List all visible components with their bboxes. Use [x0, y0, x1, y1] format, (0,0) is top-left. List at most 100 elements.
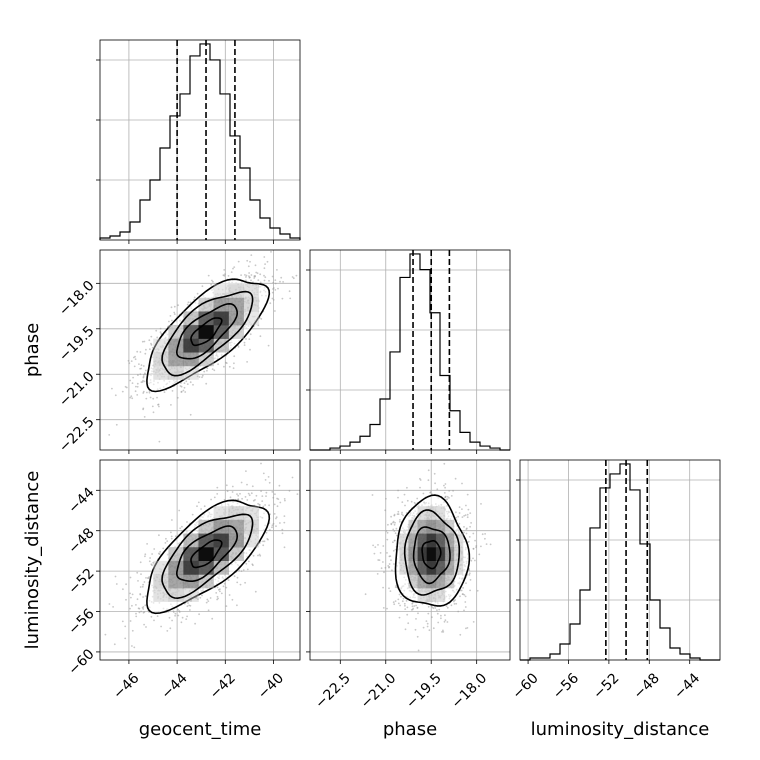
scatter-point	[465, 582, 467, 585]
axes-frame	[99, 39, 301, 241]
scatter-point	[232, 267, 234, 270]
scatter-point	[140, 381, 143, 384]
scatter-point	[142, 596, 145, 598]
scatter-point	[199, 596, 202, 599]
scatter-point	[172, 610, 175, 613]
density-cell	[243, 519, 260, 534]
scatter-point	[121, 390, 124, 393]
scatter-point	[142, 365, 145, 367]
scatter-point	[205, 382, 208, 385]
scatter-point	[130, 360, 133, 362]
scatter-point	[397, 496, 399, 499]
scatter-point	[170, 535, 173, 538]
scatter-point	[187, 602, 189, 604]
scatter-point	[186, 605, 189, 608]
scatter-point	[150, 344, 153, 346]
scatter-point	[246, 259, 249, 262]
scatter-point	[240, 274, 243, 276]
scatter-point	[410, 500, 413, 503]
scatter-point	[401, 511, 403, 514]
scatter-point	[142, 379, 144, 382]
scatter-point	[170, 404, 172, 406]
density-cell	[168, 560, 184, 575]
scatter-point	[406, 606, 409, 609]
scatter-point	[281, 297, 284, 300]
scatter-point	[302, 260, 304, 262]
scatter-point	[247, 492, 250, 495]
scatter-point	[489, 543, 492, 546]
density-cell	[213, 506, 229, 521]
scatter-point	[463, 515, 465, 517]
scatter-point	[444, 496, 447, 498]
scatter-point	[173, 305, 176, 308]
scatter-point	[246, 568, 249, 571]
scatter-point	[223, 582, 226, 585]
scatter-point	[196, 375, 199, 378]
scatter-point	[138, 611, 141, 614]
scatter-point	[388, 563, 391, 565]
scatter-point	[212, 280, 214, 283]
histogram-panel-luminosity_distance: −60 −56 −52 −48 −44	[509, 459, 721, 703]
y-tick-label: −52	[65, 565, 97, 597]
scatter-point	[243, 341, 246, 344]
scatter-point	[136, 394, 139, 396]
scatter-point	[229, 496, 232, 499]
scatter-point	[183, 386, 186, 389]
scatter-point	[454, 477, 457, 480]
scatter-point	[255, 271, 258, 274]
scatter-point	[186, 383, 189, 385]
scatter-point	[127, 359, 130, 362]
x-tick-label: −42	[207, 670, 239, 702]
scatter-point	[226, 490, 229, 493]
scatter-point	[399, 604, 401, 607]
scatter-point	[465, 504, 467, 507]
scatter-point	[170, 531, 172, 534]
scatter-point	[189, 381, 192, 384]
density-cell	[198, 311, 214, 326]
scatter-point	[257, 502, 259, 505]
scatter-point	[250, 274, 253, 276]
density-cell	[168, 574, 184, 589]
scatter-point	[436, 609, 438, 611]
scatter-point	[137, 580, 139, 582]
scatter-point	[255, 234, 257, 236]
x-tick-label: −40	[255, 670, 287, 702]
density-content	[108, 234, 304, 443]
scatter-point	[137, 374, 139, 376]
scatter-point	[216, 486, 219, 489]
scatter-point	[419, 486, 421, 489]
scatter-point	[288, 290, 291, 293]
scatter-point	[165, 537, 167, 540]
scatter-point	[405, 600, 408, 602]
density-cell	[153, 365, 169, 380]
scatter-point	[174, 612, 177, 615]
scatter-point	[283, 521, 286, 524]
scatter-point	[184, 391, 187, 393]
scatter-point	[169, 315, 172, 317]
scatter-point	[135, 604, 137, 606]
scatter-point	[382, 586, 384, 589]
scatter-point	[108, 434, 111, 436]
scatter-point	[441, 631, 443, 633]
scatter-point	[151, 553, 154, 555]
scatter-point	[270, 251, 272, 253]
scatter-point	[140, 364, 143, 366]
scatter-point	[453, 603, 456, 605]
scatter-point	[131, 645, 133, 647]
scatter-point	[129, 576, 132, 579]
histogram-step	[310, 253, 510, 451]
scatter-point	[468, 572, 471, 575]
scatter-point	[207, 600, 210, 602]
scatter-point	[248, 338, 251, 340]
scatter-point	[216, 595, 219, 598]
density-cell	[243, 506, 260, 521]
scatter-point	[207, 274, 210, 277]
density-cell	[213, 533, 229, 548]
scatter-point	[210, 498, 213, 501]
scatter-point	[146, 543, 149, 545]
scatter-point	[139, 561, 142, 564]
scatter-point	[374, 546, 377, 548]
scatter-point	[136, 598, 139, 601]
scatter-point	[248, 275, 250, 278]
scatter-point	[266, 538, 269, 540]
